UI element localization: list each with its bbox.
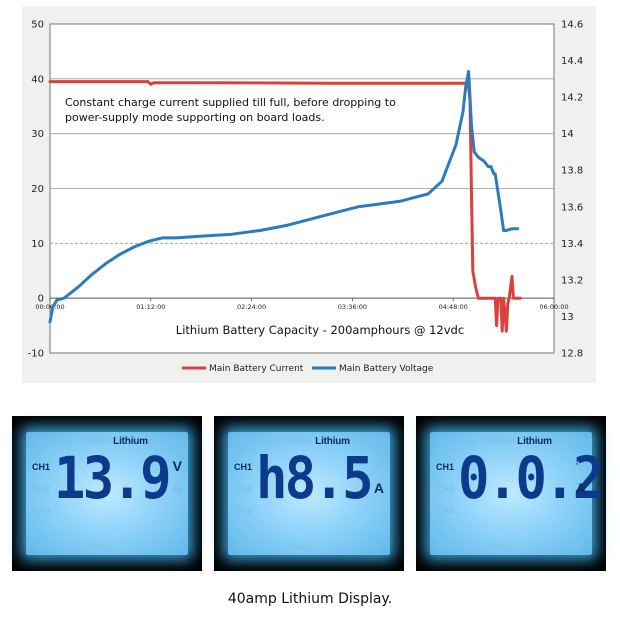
legend-label: Main Battery Voltage (339, 364, 434, 374)
y-right-tick-label: 13 (561, 312, 574, 323)
x-tick-label: 03:36:00 (338, 303, 367, 311)
y-right-tick-label: 14.4 (561, 56, 583, 67)
x-tick-label: 02:24:00 (237, 303, 266, 311)
lcd-screen: GEL AGM Flooded Lithium Program CH1 CH2 CH3… (430, 432, 604, 555)
y-left-tick-label: 10 (31, 239, 44, 250)
lcd-unit-v: V (374, 458, 384, 474)
y-right-tick-label: 14 (561, 129, 574, 140)
lcd-display-1: GEL AGM Flooded Lithium Program CH1 CH2 CH3… (12, 416, 202, 571)
lcd-unit-a: A (575, 480, 586, 496)
lcd-mode-gel: GEL (434, 436, 456, 447)
lcd-display-2: GEL AGM Flooded Lithium Program CH1 CH2 CH3… (214, 416, 404, 571)
chart-annotation: Constant charge current supplied till fu… (65, 96, 396, 109)
lcd-unit-v: V (576, 458, 586, 474)
x-tick-label: 06:00:00 (539, 303, 568, 311)
lcd-mode-flooded: Flooded (75, 436, 114, 447)
lcd-mode-row: GEL AGM Flooded Lithium Program (232, 436, 390, 447)
x-tick-label: 00:00:00 (35, 303, 64, 311)
lcd-label-temp: Temp (492, 542, 515, 552)
y-left-tick-label: 30 (31, 129, 44, 140)
x-tick-label: 04:48:00 (439, 303, 468, 311)
lcd-mode-agm: AGM (51, 436, 76, 447)
lcd-screen: GEL AGM Flooded Lithium Program CH1 CH2 CH3… (26, 432, 188, 555)
lcd-mode-lithium: Lithium (315, 436, 353, 447)
lcd-mode-lithium: Lithium (517, 436, 555, 447)
lcd-unit-a: A (373, 480, 384, 496)
lcd-channel-ch3: CH3 (234, 506, 253, 516)
lcd-mode-program: Program (352, 436, 390, 447)
series-line-current (48, 80, 522, 333)
legend-label: Main Battery Current (209, 364, 304, 374)
lcd-mode-flooded: Flooded (277, 436, 316, 447)
y-left-tick-label: -10 (28, 349, 44, 360)
chart-annotation: power-supply mode supporting on board lo… (65, 111, 325, 124)
lcd-mode-program: Program (150, 436, 188, 447)
lcd-mode-program: Program (554, 436, 592, 447)
y-left-tick-label: 0 (38, 294, 44, 305)
chart-title: Lithium Battery Capacity - 200amphours @… (176, 323, 464, 337)
figure-caption: 40amp Lithium Display. (227, 591, 393, 607)
lcd-mode-gel: GEL (232, 436, 254, 447)
chart-panel: -10 0 10 20 30 40 50 12.8 13 13.2 13.4 13.6 13.8 14 14… (22, 6, 596, 383)
y-right-tick-label: 13.8 (561, 166, 583, 177)
y-right-tick-label: 14.6 (561, 20, 583, 31)
lcd-mode-lithium: Lithium (113, 436, 151, 447)
lcd-mode-agm: AGM (455, 436, 480, 447)
lcd-channel-ch2: CH2 (32, 484, 51, 494)
lcd-label-auto: Auto (438, 542, 457, 552)
lcd-label-float: Float (559, 542, 580, 552)
lcd-channel-ch1: CH1 (32, 462, 51, 472)
lcd-reading: 0.0.2 (458, 444, 604, 512)
y-left-tick-label: 50 (31, 20, 44, 31)
lcd-channel-ch1: CH1 (234, 462, 253, 472)
lcd-channel-ch2: CH2 (234, 484, 253, 494)
lcd-reading: h8.5 (256, 444, 374, 512)
y-right-tick-label: 12.8 (561, 349, 583, 360)
y-left-tick-label: 20 (31, 184, 44, 195)
lcd-display-3: GEL AGM Flooded Lithium Program CH1 CH2 CH3… (416, 416, 606, 571)
lcd-mode-gel: GEL (30, 436, 52, 447)
lcd-mode-flooded: Flooded (479, 436, 518, 447)
lcd-unit-v: V (172, 458, 182, 474)
lcd-mode-row: GEL AGM Flooded Lithium Program (434, 436, 592, 447)
lcd-channel-ch3: CH3 (436, 506, 455, 516)
line-chart: -10 0 10 20 30 40 50 12.8 13 13.2 13.4 13.6 13.8 14 14… (28, 20, 584, 375)
lcd-reading: 13.9 (54, 444, 172, 512)
lcd-unit-a: A (171, 480, 182, 496)
lcd-channel-ch2: CH2 (436, 484, 455, 494)
series-line-voltage (48, 70, 520, 324)
lcd-mode-agm: AGM (253, 436, 278, 447)
lcd-label-float: Float (155, 542, 176, 552)
lcd-label-temp: Temp (88, 542, 111, 552)
lcd-channel-ch1: CH1 (436, 462, 455, 472)
y-right-tick-label: 13.4 (561, 239, 583, 250)
x-tick-label: 01:12:00 (136, 303, 165, 311)
lcd-channel-ch3: CH3 (32, 506, 51, 516)
y-right-tick-label: 14.2 (561, 93, 583, 104)
lcd-label-auto: Auto (34, 542, 53, 552)
lcd-label-temp: Temp (290, 542, 313, 552)
lcd-label-auto: Auto (236, 542, 255, 552)
y-right-tick-label: 13.6 (561, 202, 583, 213)
y-left-tick-label: 40 (31, 74, 44, 85)
lcd-label-float: Float (357, 542, 378, 552)
y-right-tick-label: 13.2 (561, 275, 583, 286)
lcd-mode-row: GEL AGM Flooded Lithium Program (30, 436, 188, 447)
lcd-screen: GEL AGM Flooded Lithium Program CH1 CH2 CH3… (228, 432, 390, 555)
